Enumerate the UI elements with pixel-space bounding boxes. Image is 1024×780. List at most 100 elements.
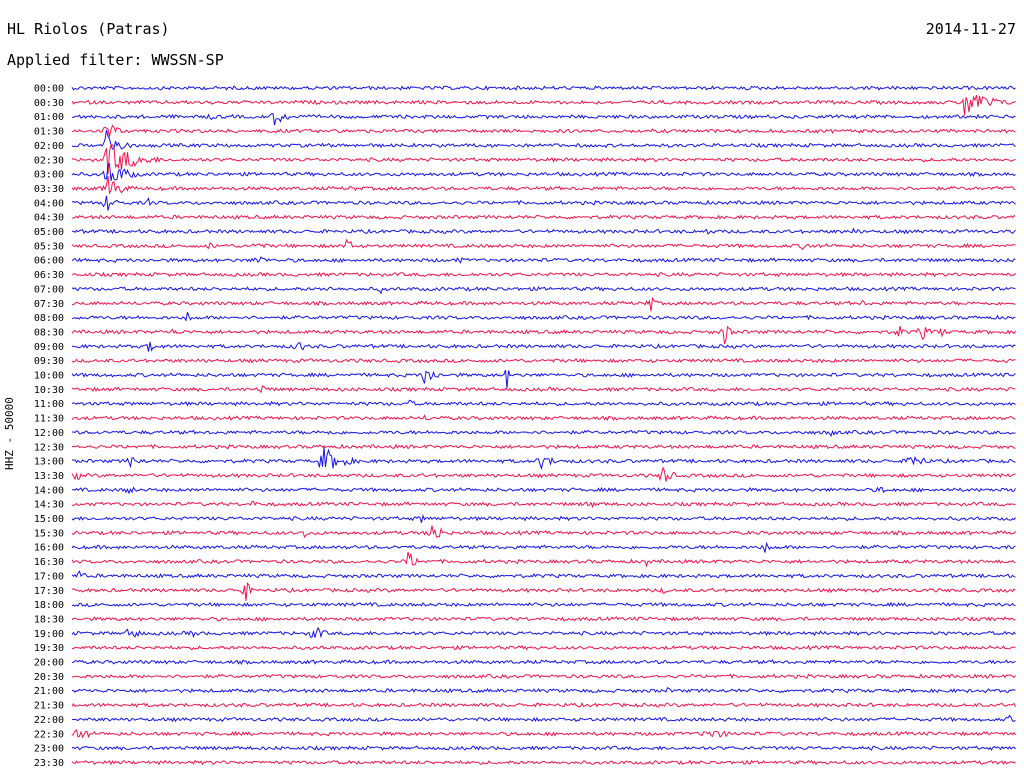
filter-label: Applied filter: WWSSN-SP [7, 51, 224, 69]
trace-label: 11:30 [34, 414, 64, 425]
seismic-trace [71, 271, 1016, 278]
seismic-trace [71, 446, 1016, 471]
trace-label: 13:30 [34, 471, 64, 482]
seismic-trace [71, 500, 1016, 509]
seismic-trace [71, 175, 1016, 195]
trace-label: 22:00 [34, 715, 64, 726]
seismic-trace [71, 513, 1016, 523]
seismic-trace [71, 702, 1016, 708]
seismic-trace [71, 227, 1016, 235]
seismic-trace [71, 399, 1016, 407]
date-label: 2014-11-27 [925, 20, 1016, 38]
trace-label: 01:00 [34, 112, 64, 123]
trace-label: 19:00 [34, 629, 64, 640]
trace-label: 07:00 [34, 284, 64, 295]
trace-label: 06:30 [34, 270, 64, 281]
seismic-trace [71, 256, 1016, 264]
trace-label: 17:30 [34, 586, 64, 597]
trace-label: 21:00 [34, 686, 64, 697]
trace-label: 23:30 [34, 758, 64, 769]
seismic-trace [71, 525, 1016, 538]
trace-label: 15:00 [34, 514, 64, 525]
seismic-trace [71, 325, 1016, 345]
seismic-trace [71, 369, 1016, 389]
trace-label: 12:30 [34, 442, 64, 453]
trace-label: 18:30 [34, 614, 64, 625]
trace-label: 04:00 [34, 198, 64, 209]
seismic-trace [72, 297, 1016, 312]
trace-label: 16:30 [34, 557, 64, 568]
trace-label: 09:00 [34, 342, 64, 353]
seismic-trace [71, 144, 1016, 175]
seismic-trace [72, 644, 1016, 651]
seismic-trace [71, 466, 1016, 482]
trace-label: 17:00 [34, 571, 64, 582]
trace-label: 14:30 [34, 500, 64, 511]
seismic-trace [71, 358, 1016, 364]
seismic-trace [71, 686, 1016, 694]
trace-label: 22:30 [34, 729, 64, 740]
seismic-trace [71, 129, 1016, 150]
trace-label: 07:30 [34, 299, 64, 310]
seismic-trace [71, 286, 1016, 295]
trace-label: 08:30 [34, 327, 64, 338]
seismic-trace [71, 729, 1016, 739]
trace-label: 02:00 [34, 141, 64, 152]
seismic-trace [71, 429, 1016, 438]
seismic-trace [71, 570, 1016, 579]
trace-label: 21:30 [34, 701, 64, 712]
trace-label: 13:00 [34, 457, 64, 468]
seismic-trace [71, 626, 1016, 639]
seismic-trace [71, 541, 1016, 553]
seismic-trace [71, 195, 1016, 211]
trace-label: 12:00 [34, 428, 64, 439]
trace-label: 06:00 [34, 256, 64, 267]
seismic-trace [71, 659, 1016, 666]
seismic-trace [71, 601, 1016, 608]
seismic-trace [71, 759, 1016, 766]
trace-label: 03:00 [34, 170, 64, 181]
trace-label: 20:30 [34, 672, 64, 683]
seismic-trace [71, 238, 1016, 251]
trace-label: 14:00 [34, 485, 64, 496]
trace-label: 11:00 [34, 399, 64, 410]
trace-label: 15:30 [34, 528, 64, 539]
seismic-trace [71, 616, 1016, 622]
trace-label: 00:30 [34, 98, 64, 109]
trace-label: 16:00 [34, 543, 64, 554]
seismic-trace [71, 124, 1016, 137]
trace-label: 00:00 [34, 84, 64, 95]
seismic-trace [71, 311, 1016, 322]
trace-label: 23:00 [34, 744, 64, 755]
seismic-trace [71, 551, 1016, 568]
trace-label: 10:00 [34, 371, 64, 382]
trace-label: 10:30 [34, 385, 64, 396]
trace-label: 05:30 [34, 241, 64, 252]
trace-label: 18:00 [34, 600, 64, 611]
seismic-trace [71, 85, 1016, 92]
seismic-trace [71, 414, 1016, 422]
trace-labels: 00:00 00:30 01:00 01:30 02:00 02:30 03:00 03:30… [34, 84, 64, 769]
seismic-trace [71, 94, 1016, 116]
seismic-trace [71, 341, 1016, 352]
seismic-trace [71, 745, 1016, 751]
trace-label: 04:30 [34, 213, 64, 224]
station-title: HL Riolos (Patras) [7, 20, 170, 38]
seismic-trace [71, 581, 1016, 601]
seismic-trace [71, 113, 1016, 126]
trace-label: 01:30 [34, 127, 64, 138]
trace-label: 19:30 [34, 643, 64, 654]
seismic-trace [71, 385, 1016, 394]
trace-label: 03:30 [34, 184, 64, 195]
trace-label: 05:00 [34, 227, 64, 238]
seismic-trace [71, 443, 1016, 450]
trace-label: 09:30 [34, 356, 64, 367]
trace-label: 08:00 [34, 313, 64, 324]
traces [71, 85, 1016, 766]
seismic-trace [71, 486, 1016, 495]
seismic-trace [71, 714, 1016, 723]
trace-label: 20:00 [34, 658, 64, 669]
seismic-trace [71, 214, 1016, 220]
seismic-trace [71, 673, 1016, 680]
